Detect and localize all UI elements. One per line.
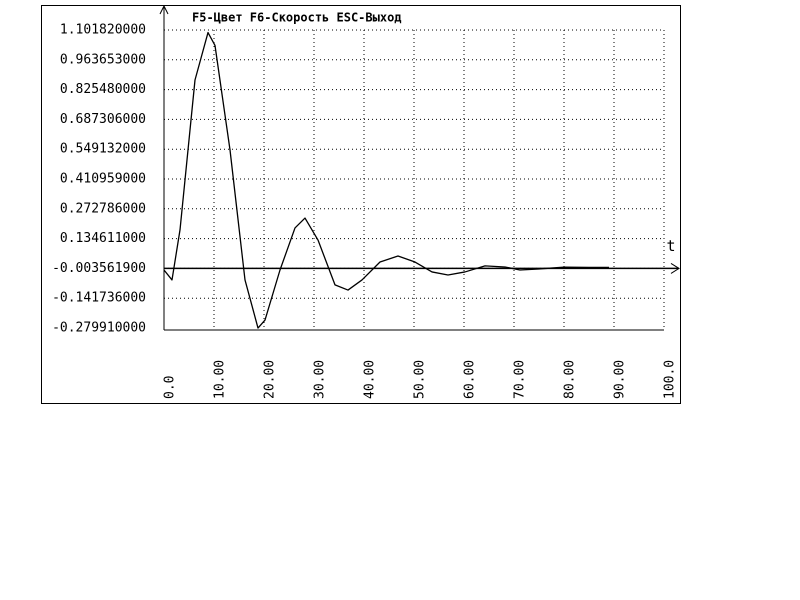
y-axis-arrow [159, 4, 169, 15]
x-tick-label: 100.0 [663, 360, 678, 399]
y-tick-label: 0.825480000 [60, 82, 146, 97]
chart-title: F5-Цвет F6-Скорость ESC-Выход [192, 11, 402, 25]
x-tick-label: 20.00 [263, 360, 278, 399]
y-tick-label: 1.101820000 [60, 23, 146, 38]
x-tick-label: 80.00 [563, 360, 578, 399]
x-tick-label: 70.00 [513, 360, 528, 399]
x-tick-label: 40.00 [363, 360, 378, 399]
y-tick-label: -0.279910000 [52, 321, 146, 336]
data-line [163, 31, 609, 329]
y-tick-label: 0.272786000 [60, 201, 146, 216]
x-axis-label: t [666, 237, 675, 255]
y-tick-label: 0.134611000 [60, 231, 146, 246]
frame [41, 5, 681, 404]
x-tick-label: 10.00 [213, 360, 228, 399]
y-tick-label: -0.141736000 [52, 291, 146, 306]
x-axis-arrow [670, 262, 680, 274]
y-tick-label: 0.963653000 [60, 52, 146, 67]
x-tick-label: 30.00 [313, 360, 328, 399]
x-tick-label: 50.00 [413, 360, 428, 399]
x-tick-label: 0.0 [163, 376, 178, 399]
y-tick-label: -0.003561900 [52, 261, 146, 276]
y-tick-label: 0.687306000 [60, 112, 146, 127]
y-tick-label: 0.549132000 [60, 142, 146, 157]
x-tick-label: 60.00 [463, 360, 478, 399]
y-tick-label: 0.410959000 [60, 171, 146, 186]
x-tick-label: 90.00 [613, 360, 628, 399]
